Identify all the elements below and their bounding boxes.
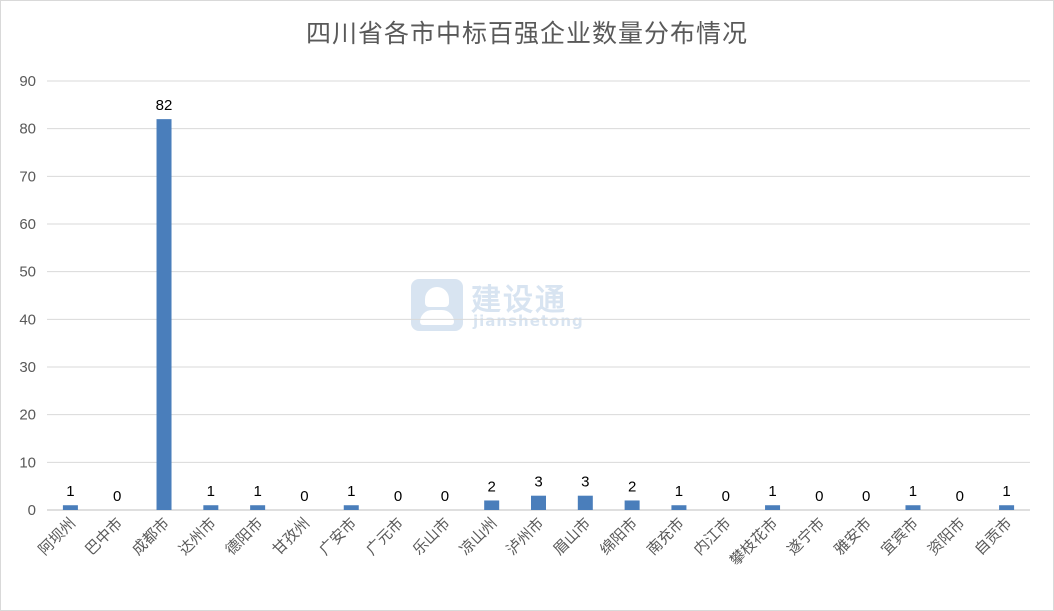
y-tick-label: 40	[19, 311, 36, 328]
bar	[62, 505, 78, 510]
y-tick-label: 20	[19, 407, 36, 424]
y-tick-label: 10	[19, 454, 36, 471]
hardhat-worker-icon	[411, 279, 463, 331]
x-tick-label: 成都市	[128, 514, 173, 559]
bar	[999, 505, 1015, 510]
data-label: 1	[768, 483, 776, 500]
data-label: 0	[956, 488, 964, 505]
bar	[203, 505, 219, 510]
watermark-sub: jianshetong	[473, 312, 584, 330]
data-label: 3	[581, 474, 589, 491]
data-label: 1	[909, 483, 917, 500]
x-tick-label: 攀枝花市	[726, 514, 781, 569]
data-label: 0	[862, 488, 870, 505]
data-label: 1	[253, 483, 261, 500]
x-tick-label: 乐山市	[409, 514, 454, 559]
bar	[765, 505, 781, 510]
bar	[905, 505, 921, 510]
x-tick-label: 阿坝州	[35, 514, 80, 559]
x-tick-label: 广元市	[362, 514, 407, 559]
data-label: 3	[534, 474, 542, 491]
x-tick-label: 宜宾市	[877, 514, 922, 559]
data-label: 1	[347, 483, 355, 500]
x-tick-label: 达州市	[175, 514, 220, 559]
watermark: 建设通 jianshetong	[411, 279, 591, 335]
bar	[671, 505, 687, 510]
data-label: 82	[156, 97, 173, 114]
data-label: 2	[488, 478, 496, 495]
x-tick-label: 南充市	[643, 514, 688, 559]
x-tick-label: 雅安市	[830, 514, 875, 559]
data-label: 0	[441, 488, 449, 505]
y-tick-label: 0	[28, 502, 36, 519]
y-tick-label: 90	[19, 73, 36, 90]
y-tick-label: 50	[19, 264, 36, 281]
data-label: 1	[66, 483, 74, 500]
data-label: 0	[722, 488, 730, 505]
bar	[531, 495, 546, 510]
data-label: 1	[675, 483, 683, 500]
data-label: 0	[113, 488, 121, 505]
bar	[577, 495, 593, 510]
y-tick-label: 30	[19, 359, 36, 376]
chart-title: 四川省各市中标百强企业数量分布情况	[305, 19, 748, 48]
y-tick-label: 80	[19, 121, 36, 138]
data-label: 0	[394, 488, 402, 505]
watermark-brand: 建设通	[471, 283, 567, 318]
x-tick-label: 资阳市	[924, 514, 969, 559]
x-tick-label: 绵阳市	[596, 514, 641, 559]
x-tick-label: 泸州市	[503, 514, 548, 559]
bar	[624, 500, 640, 510]
data-label: 0	[300, 488, 308, 505]
data-label: 1	[1002, 483, 1010, 500]
bar	[484, 500, 500, 510]
data-label: 2	[628, 478, 636, 495]
bar	[250, 505, 266, 510]
y-tick-label: 70	[19, 168, 36, 185]
bar	[156, 119, 172, 510]
x-tick-label: 自贡市	[971, 514, 1016, 559]
x-tick-label: 甘孜州	[269, 514, 314, 559]
x-tick-label: 遂宁市	[784, 514, 829, 559]
x-tick-label: 内江市	[690, 514, 735, 559]
data-label: 0	[815, 488, 823, 505]
data-label: 1	[207, 483, 215, 500]
x-tick-label: 凉山州	[456, 514, 501, 559]
x-tick-label: 眉山市	[550, 514, 595, 559]
x-tick-label: 巴中市	[81, 514, 126, 559]
bar	[343, 505, 359, 510]
x-tick-label: 广安市	[316, 514, 361, 559]
x-tick-label: 德阳市	[222, 514, 267, 559]
y-tick-label: 60	[19, 216, 36, 233]
